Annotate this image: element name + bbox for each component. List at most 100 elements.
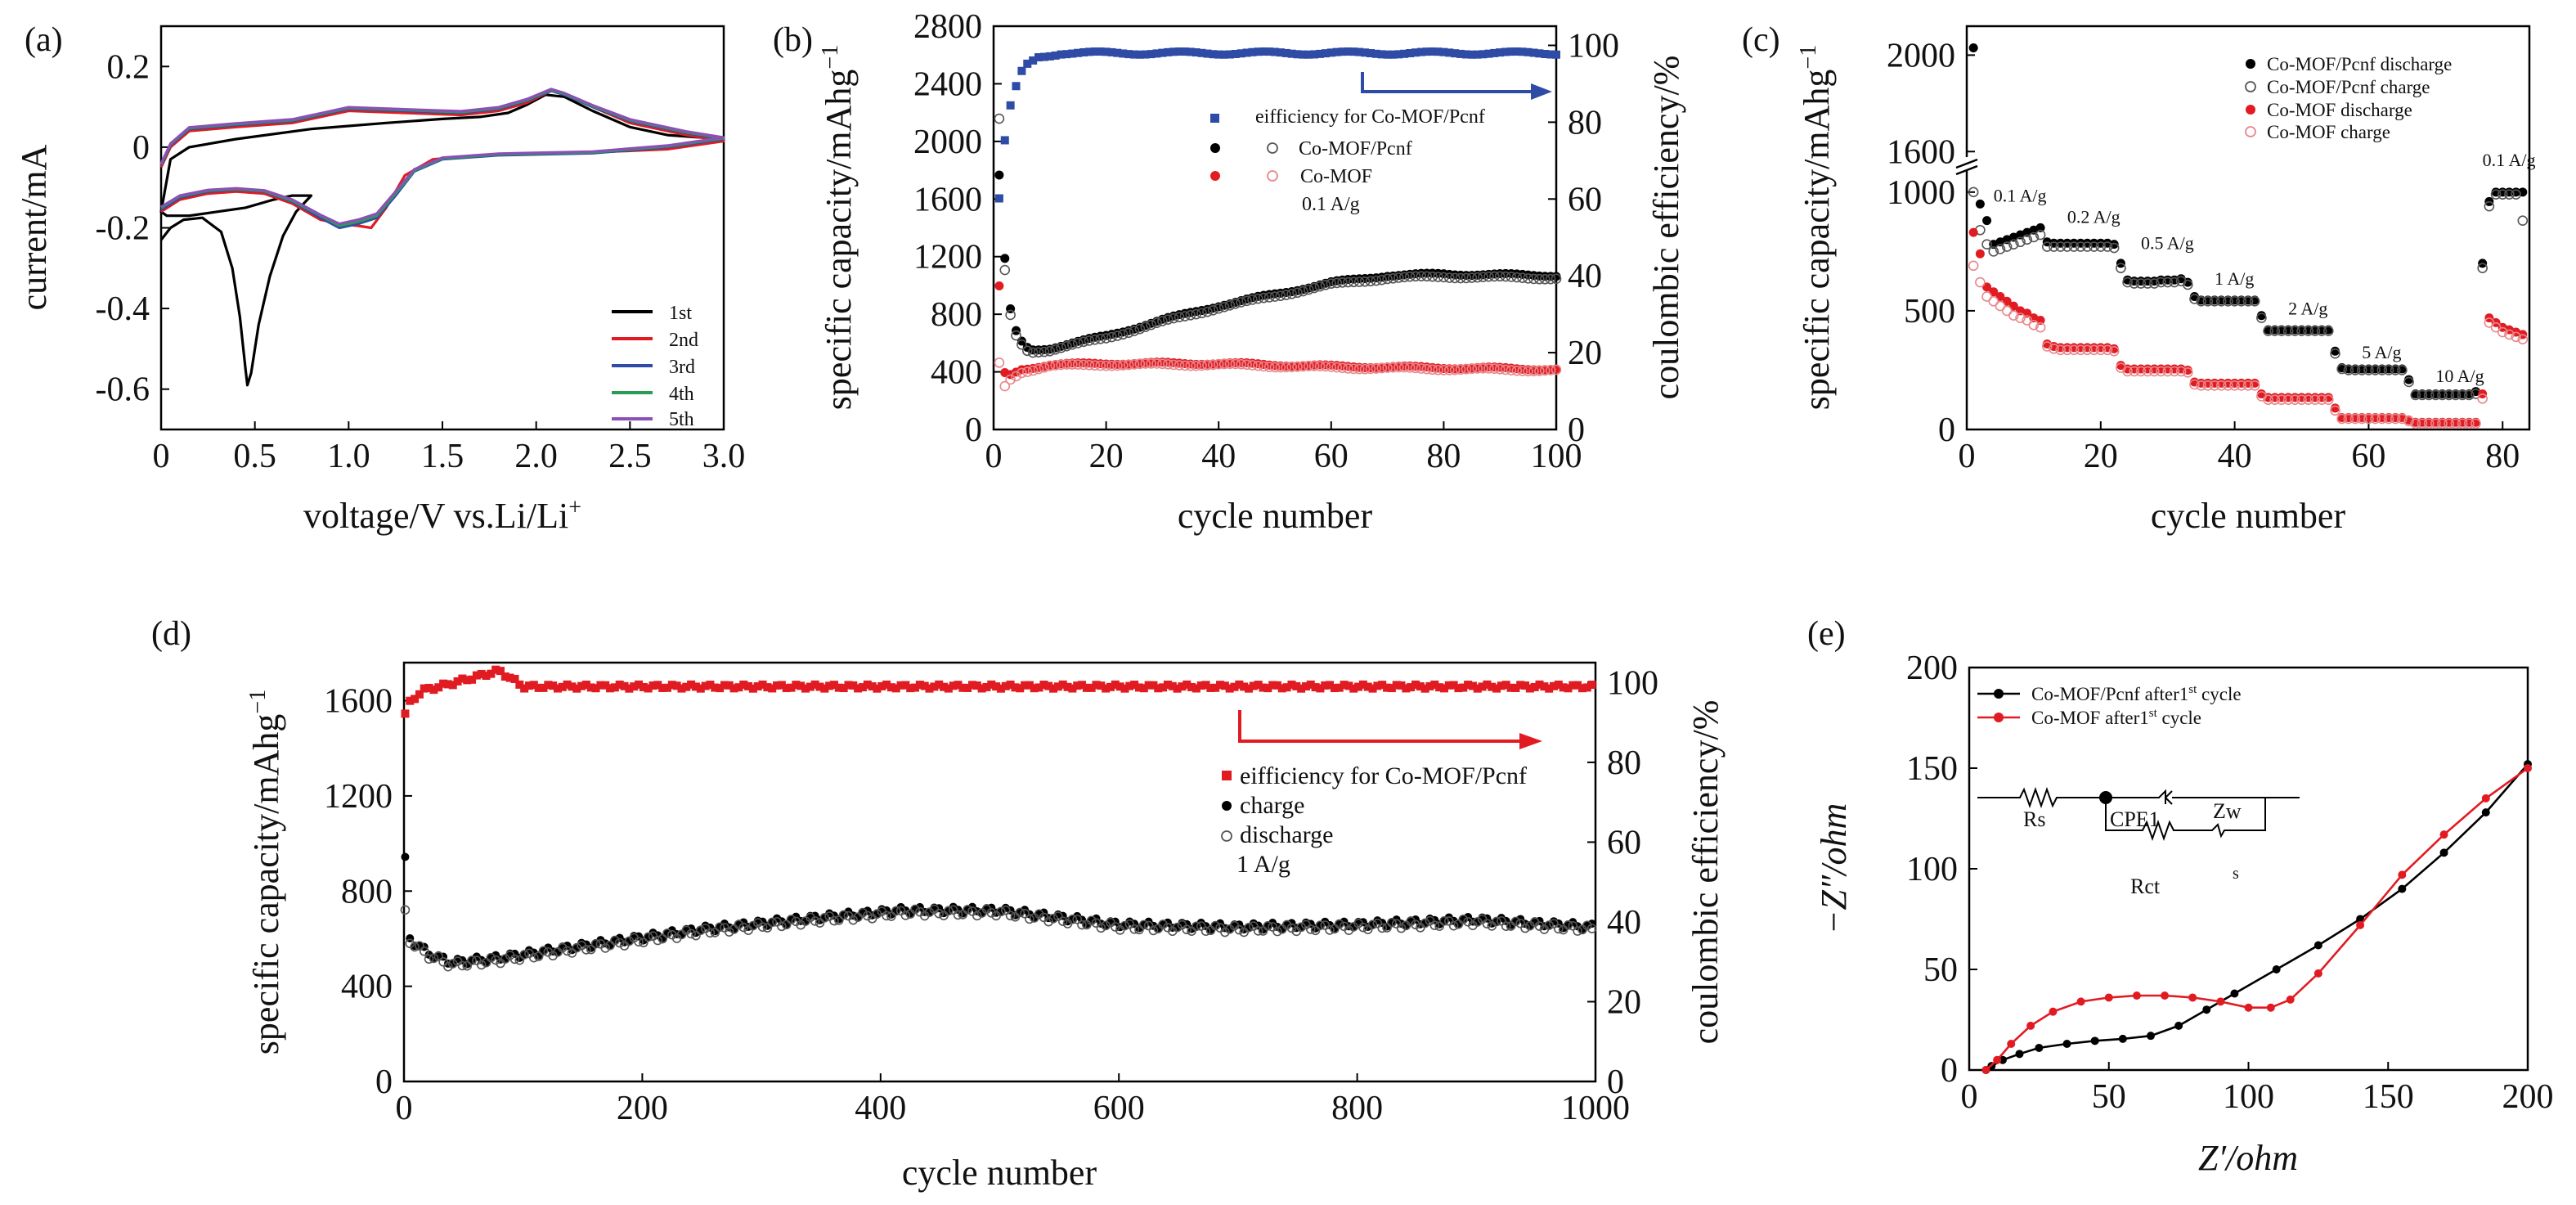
data-point [2383,365,2394,375]
data-point [443,961,453,972]
data-point [1258,926,1268,936]
data-point [2430,389,2441,401]
data-point [2041,241,2053,252]
data-point [1124,919,1135,929]
legend-marker [2246,59,2255,69]
data-point [1550,681,1559,690]
data-point [1210,920,1221,931]
data-point [1388,362,1398,373]
data-point [1234,924,1245,935]
data-point [1545,684,1554,693]
data-point [834,915,844,925]
data-point [2423,389,2435,401]
circuit-label-cpe: CPE1 [2110,807,2160,831]
data-point [1337,277,1348,288]
data-point [1263,921,1273,931]
panel-b-y-ticks: 0 400 800 1200 1600 2000 2400 2800 [913,8,1002,449]
data-point [614,937,625,948]
data-point [1975,199,1985,209]
data-point [1179,360,1191,371]
data-point [920,681,929,690]
y-tick-label: 800 [341,873,393,910]
data-point [1124,50,1133,59]
data-point [1494,363,1506,375]
data-point [648,681,657,690]
data-point [1292,287,1303,299]
data-point [1034,53,1043,62]
data-point [994,194,1003,203]
data-point [1286,923,1297,933]
data-point [1168,681,1177,690]
data-point [1383,683,1392,692]
data-point [868,682,877,691]
panel-a-x-ticks: 0 0.5 1.0 1.5 2.0 2.5 3.0 [153,421,745,475]
data-point [1230,299,1241,309]
data-point [1084,335,1095,346]
data-point [1456,49,1465,58]
data-point [797,681,806,690]
y-tick-label: 100 [1906,851,1958,888]
data-point [1326,48,1335,57]
x-tick-label: 800 [1331,1090,1383,1127]
data-point [1501,47,1510,56]
data-point [2076,997,2085,1006]
data-point [1236,49,1245,58]
x-tick-label: 2.5 [608,438,652,475]
data-point [963,905,972,915]
data-point [1218,358,1230,370]
panel-d-xlabel: cycle number [902,1153,1097,1193]
data-point [1141,50,1150,59]
y-tick-label: -0.4 [96,290,150,328]
panel-e-series [1981,760,2532,1074]
data-point [2035,223,2045,232]
data-point [491,665,500,674]
data-point [462,960,473,971]
data-point [1168,312,1179,324]
y-tick-label: 400 [341,969,393,1006]
data-point [2062,344,2073,356]
data-point [2149,366,2160,377]
data-point [882,910,891,921]
data-point [1449,364,1461,375]
data-point [2008,239,2019,250]
data-point [1023,59,1032,68]
data-point [1382,923,1392,933]
data-point [687,680,696,689]
data-point [734,683,743,692]
x-tick-label: 80 [2485,438,2520,475]
data-point [1433,272,1443,282]
data-point [411,695,420,704]
legend-item: Co-MOF discharge [2267,100,2412,120]
data-point [1281,919,1292,930]
data-point [2249,380,2260,391]
data-point [1517,272,1528,284]
y-tick-label: 2400 [913,65,982,103]
data-point [1344,681,1353,690]
data-point [999,380,1011,392]
data-point [1123,359,1134,371]
data-point [1005,374,1016,385]
data-point [1015,907,1025,918]
data-point [1411,680,1420,689]
data-point [1416,271,1427,282]
data-point [1559,683,1568,692]
data-point [1378,681,1387,690]
rate-label: 0.2 A/g [2067,207,2120,227]
y2-tick-label: 20 [1568,335,1602,372]
x-tick-label: 0 [1959,438,1976,475]
data-point [1582,683,1591,692]
x-tick-label: 150 [2363,1078,2414,1116]
data-point [1311,683,1320,692]
data-point [873,684,882,693]
data-point [1087,683,1096,692]
data-point [715,922,725,933]
data-point [1011,683,1020,692]
data-point [915,681,924,690]
data-point [1208,359,1218,371]
data-point [1169,47,1178,56]
data-point [1254,47,1263,56]
data-point [2330,348,2340,359]
data-point [2457,418,2468,429]
arrow-head [1531,83,1552,100]
